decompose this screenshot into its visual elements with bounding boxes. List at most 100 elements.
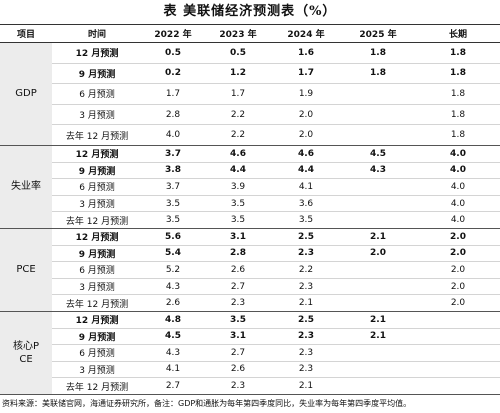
- forecast-table: 项目 时间 2022 年 2023 年 2024 年 2025 年长期 GDP 12 月预测…: [0, 25, 500, 395]
- table-row: 3 月预测 3.5 3.5 3.6 4.0: [0, 195, 500, 213]
- forecast-value: 2.1: [340, 311, 416, 329]
- table-row: 6 月预测 1.7 1.7 1.9 1.8: [0, 83, 500, 105]
- forecast-value: 2.0: [416, 228, 500, 246]
- forecast-value: 2.7: [204, 278, 272, 296]
- forecast-value: 2.0: [340, 245, 416, 263]
- forecast-value: 2.0: [416, 245, 500, 263]
- forecast-value: 4.0: [416, 195, 500, 213]
- forecast-value: 2.3: [272, 278, 340, 296]
- forecast-value: 3.7: [142, 178, 204, 196]
- forecast-time: 6 月预测: [52, 178, 142, 196]
- forecast-value: 2.1: [272, 377, 340, 395]
- forecast-time: 3 月预测: [52, 278, 142, 296]
- forecast-time: 6 月预测: [52, 83, 142, 105]
- forecast-value: 1.8: [416, 63, 500, 85]
- forecast-value: [340, 278, 416, 296]
- column-header: 长期: [416, 25, 500, 43]
- forecast-value: 5.6: [142, 228, 204, 246]
- forecast-value: [416, 377, 500, 395]
- column-header: 2024 年: [272, 25, 340, 43]
- forecast-value: 2.8: [204, 245, 272, 263]
- forecast-value: 1.8: [416, 83, 500, 105]
- forecast-value: 3.5: [272, 211, 340, 229]
- forecast-value: [340, 261, 416, 279]
- forecast-value: 5.4: [142, 245, 204, 263]
- forecast-value: 2.6: [204, 361, 272, 379]
- forecast-value: 3.7: [142, 145, 204, 163]
- forecast-value: 2.3: [272, 245, 340, 263]
- forecast-value: 1.2: [204, 63, 272, 85]
- table-row: 失业率 12 月预测 3.7 4.6 4.6 4.5 4.0: [0, 145, 500, 229]
- table-row: 3 月预测 4.1 2.6 2.3: [0, 361, 500, 379]
- forecast-value: 2.0: [416, 294, 500, 312]
- forecast-value: 4.0: [416, 211, 500, 229]
- table-row: 9 月预测 4.5 3.1 2.3 2.1: [0, 328, 500, 346]
- forecast-value: 4.4: [204, 162, 272, 180]
- forecast-value: 1.8: [340, 42, 416, 64]
- forecast-value: 4.4: [272, 162, 340, 180]
- forecast-value: 1.8: [416, 124, 500, 146]
- forecast-time: 3 月预测: [52, 104, 142, 126]
- forecast-value: 2.3: [204, 377, 272, 395]
- forecast-value: 2.0: [272, 104, 340, 126]
- forecast-value: 4.0: [416, 162, 500, 180]
- forecast-value: 2.0: [416, 278, 500, 296]
- forecast-value: 3.1: [204, 328, 272, 346]
- forecast-value: 2.1: [272, 294, 340, 312]
- column-header: 时间: [52, 25, 142, 43]
- forecast-value: [340, 211, 416, 229]
- table-row: 去年 12 月预测 2.7 2.3 2.1: [0, 377, 500, 395]
- table-body: GDP 12 月预测 0.5 0.5 1.6 1.8 1.8 9 月预测 0.2 1.2 1.7 1.…: [0, 42, 500, 395]
- table-row: 3 月预测 2.8 2.2 2.0 1.8: [0, 104, 500, 126]
- forecast-value: 2.6: [204, 261, 272, 279]
- forecast-value: 4.3: [142, 344, 204, 362]
- forecast-time: 去年 12 月预测: [52, 124, 142, 146]
- table-row: 9 月预测 0.2 1.2 1.7 1.8 1.8: [0, 63, 500, 85]
- forecast-value: 4.6: [272, 145, 340, 163]
- table-row: 6 月预测 4.3 2.7 2.3: [0, 344, 500, 362]
- forecast-value: [340, 377, 416, 395]
- forecast-value: 2.0: [416, 261, 500, 279]
- forecast-time: 12 月预测: [52, 42, 142, 64]
- forecast-time: 9 月预测: [52, 328, 142, 346]
- forecast-value: 3.8: [142, 162, 204, 180]
- forecast-value: 4.1: [272, 178, 340, 196]
- forecast-time: 9 月预测: [52, 162, 142, 180]
- group-label: 失业率: [0, 145, 52, 229]
- forecast-value: 0.5: [204, 42, 272, 64]
- forecast-value: 0.2: [142, 63, 204, 85]
- forecast-time: 9 月预测: [52, 245, 142, 263]
- forecast-time: 3 月预测: [52, 361, 142, 379]
- forecast-time: 3 月预测: [52, 195, 142, 213]
- forecast-value: 2.2: [204, 104, 272, 126]
- forecast-value: 4.1: [142, 361, 204, 379]
- forecast-value: 2.3: [272, 361, 340, 379]
- forecast-value: 2.0: [272, 124, 340, 146]
- forecast-value: 2.3: [272, 344, 340, 362]
- forecast-value: 2.6: [142, 294, 204, 312]
- forecast-value: 4.8: [142, 311, 204, 329]
- forecast-value: 1.6: [272, 42, 340, 64]
- forecast-value: 0.5: [142, 42, 204, 64]
- forecast-value: 4.0: [142, 124, 204, 146]
- forecast-value: 3.5: [204, 195, 272, 213]
- forecast-value: 2.1: [340, 328, 416, 346]
- forecast-time: 6 月预测: [52, 261, 142, 279]
- forecast-value: 1.8: [340, 63, 416, 85]
- forecast-value: [340, 294, 416, 312]
- column-header: 2023 年: [204, 25, 272, 43]
- forecast-value: 3.9: [204, 178, 272, 196]
- forecast-value: 2.3: [272, 328, 340, 346]
- group-label: 核心PCE: [0, 311, 52, 395]
- forecast-value: [416, 344, 500, 362]
- forecast-value: 2.7: [204, 344, 272, 362]
- table-row: 核心PCE 12 月预测 4.8 3.5 2.5 2.1: [0, 311, 500, 395]
- table-row: 9 月预测 5.4 2.8 2.3 2.0 2.0: [0, 245, 500, 263]
- forecast-value: 4.6: [204, 145, 272, 163]
- forecast-value: 2.5: [272, 228, 340, 246]
- footnote: 资料来源：美联储官网，海通证券研究所，备注：GDP和通胀为每年第四季度同比，失业…: [2, 398, 412, 408]
- table-row: 去年 12 月预测 3.5 3.5 3.5 4.0: [0, 211, 500, 229]
- forecast-value: 2.1: [340, 228, 416, 246]
- forecast-value: 1.8: [416, 104, 500, 126]
